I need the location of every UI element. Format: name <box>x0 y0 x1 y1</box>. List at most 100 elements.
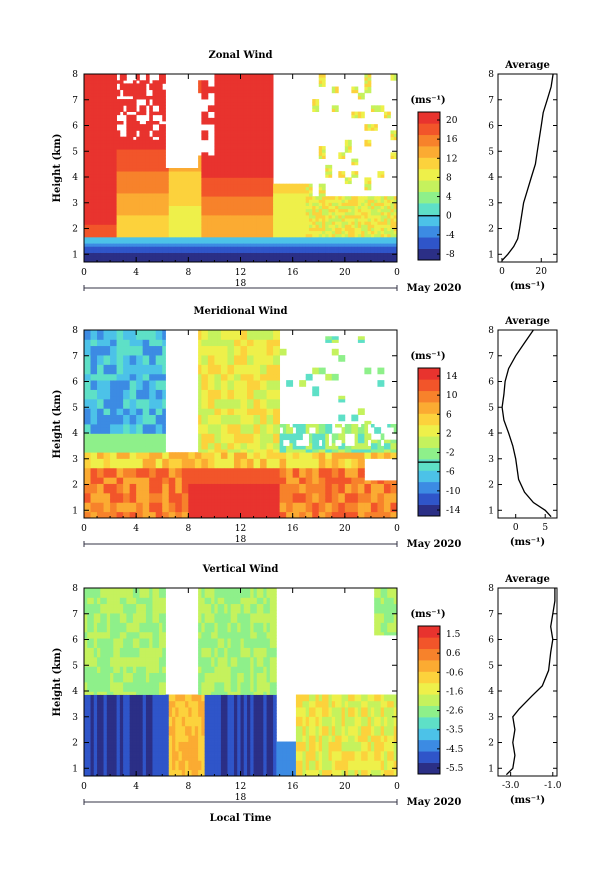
heatmap-cell <box>256 111 261 116</box>
heatmap-cell <box>237 161 241 166</box>
heatmap-cell <box>158 92 163 97</box>
heatmap-cell <box>110 483 114 488</box>
heatmap-cell <box>103 496 108 500</box>
heatmap-cell <box>383 236 388 241</box>
heatmap-cell <box>152 236 157 241</box>
heatmap-cell <box>194 227 199 232</box>
heatmap-cell <box>175 258 179 263</box>
heatmap-cell <box>158 142 163 147</box>
heatmap-cell <box>214 99 219 103</box>
avg-y-tick-label: 2 <box>488 225 494 235</box>
heatmap-cell <box>233 130 238 134</box>
heatmap-cell <box>93 121 98 125</box>
heatmap-cell <box>250 243 254 247</box>
heatmap-cell <box>198 83 202 87</box>
heatmap-cell <box>237 189 241 194</box>
heatmap-cell <box>126 196 131 200</box>
heatmap-cell <box>132 177 137 181</box>
heatmap-cell <box>247 130 251 134</box>
heatmap-cell <box>129 142 134 147</box>
heatmap-cell <box>178 227 183 232</box>
heatmap-cell <box>204 186 209 191</box>
heatmap-cell <box>158 246 163 250</box>
heatmap-cell <box>162 243 166 247</box>
heatmap-cell <box>256 249 261 253</box>
heatmap-cell <box>103 395 108 400</box>
heatmap-cell <box>87 433 91 437</box>
heatmap-cell <box>289 215 294 219</box>
heatmap-cell <box>126 358 131 362</box>
heatmap-cell <box>279 208 284 213</box>
heatmap-cell <box>269 258 274 263</box>
heatmap-cell <box>233 139 238 144</box>
heatmap-cell <box>110 136 114 141</box>
heatmap-cell <box>263 227 267 232</box>
heatmap-cell <box>87 158 91 163</box>
heatmap-cell <box>204 218 209 222</box>
heatmap-cell <box>116 373 121 378</box>
heatmap-cell <box>84 373 88 378</box>
heatmap-cell <box>185 255 189 260</box>
heatmap-cell <box>380 255 385 260</box>
heatmap-cell <box>338 249 342 253</box>
heatmap-cell <box>116 199 121 203</box>
heatmap-cell <box>113 461 117 466</box>
heatmap-cell <box>87 205 91 210</box>
heatmap-cell <box>139 142 144 147</box>
heatmap-cell <box>103 117 108 122</box>
heatmap-cell <box>106 499 111 503</box>
heatmap-cell <box>103 386 108 390</box>
heatmap-cell <box>282 230 287 235</box>
heatmap-cell <box>383 221 388 225</box>
heatmap-cell <box>185 246 189 250</box>
heatmap-cell <box>103 367 108 372</box>
heatmap-cell <box>87 471 91 475</box>
heatmap-cell <box>90 508 95 513</box>
heatmap-cell <box>328 252 333 257</box>
heatmap-cell <box>260 95 264 100</box>
heatmap-cell <box>87 252 91 257</box>
heatmap-cell <box>139 199 144 203</box>
heatmap-cell <box>152 189 157 194</box>
heatmap-cell <box>240 139 245 144</box>
heatmap-cell <box>305 227 310 232</box>
heatmap-cell <box>383 218 388 222</box>
heatmap-cell <box>116 380 121 384</box>
heatmap-cell <box>230 221 235 225</box>
heatmap-cell <box>315 215 320 219</box>
heatmap-cell <box>207 155 212 159</box>
heatmap-cell <box>211 233 215 238</box>
heatmap-cell <box>188 243 192 247</box>
heatmap-cell <box>276 193 281 197</box>
heatmap-cell <box>90 445 95 450</box>
heatmap-cell <box>377 108 382 112</box>
heatmap-cell <box>172 233 176 238</box>
heatmap-cell <box>211 158 215 163</box>
heatmap-cell <box>393 152 398 156</box>
heatmap-cell <box>260 208 264 213</box>
heatmap-cell <box>129 196 134 200</box>
heatmap-cell <box>126 142 131 147</box>
heatmap-cell <box>158 218 163 222</box>
heatmap-cell <box>87 227 91 232</box>
heatmap-cell <box>214 146 219 150</box>
heatmap-cell <box>100 508 104 513</box>
heatmap-cell <box>142 249 147 253</box>
heatmap-cell <box>387 227 391 232</box>
heatmap-cell <box>269 155 274 159</box>
heatmap-cell <box>110 114 114 119</box>
heatmap-cell <box>308 252 313 257</box>
heatmap-cell <box>230 89 235 94</box>
heatmap-cell <box>178 224 183 228</box>
heatmap-cell <box>100 489 104 494</box>
heatmap-cell <box>106 171 111 175</box>
heatmap-cell <box>233 124 238 128</box>
heatmap-cell <box>279 189 284 194</box>
heatmap-cell <box>335 105 339 109</box>
heatmap-cell <box>87 499 91 503</box>
heatmap-cell <box>158 105 163 109</box>
heatmap-cell <box>145 246 150 250</box>
heatmap-cell <box>227 142 232 147</box>
heatmap-cell <box>123 180 127 185</box>
heatmap-cell <box>100 336 104 340</box>
